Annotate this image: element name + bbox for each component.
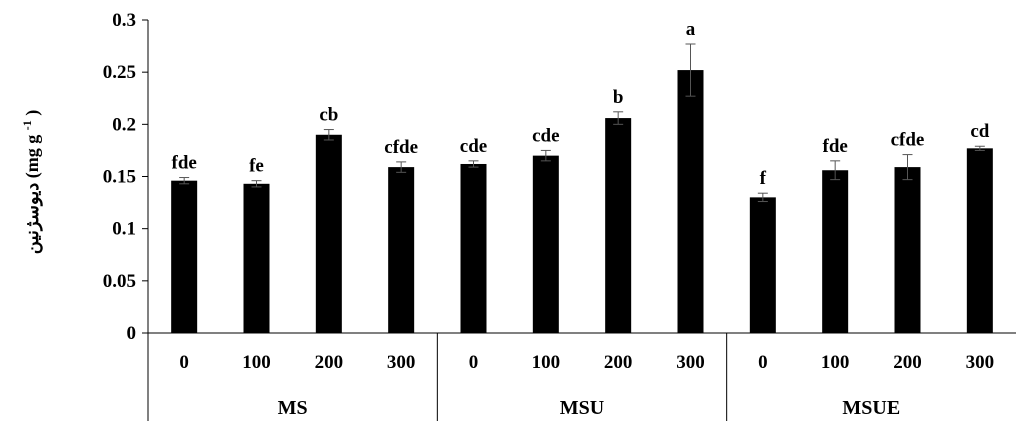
bar [532,155,559,333]
data-label: cb [319,105,338,126]
data-label: cfde [891,130,925,151]
y-tick-label: 0 [127,323,137,344]
y-tick-label: 0.2 [112,114,136,135]
bar [171,180,198,333]
group-label: MSUE [842,397,900,419]
y-axis-title: دیوسژنین (mg g -1 ) [15,110,43,254]
x-tick-label: 200 [893,352,922,373]
y-tick-label: 0.3 [112,10,136,31]
x-tick-label: 300 [387,352,416,373]
data-label: cde [460,136,487,157]
y-tick-label: 0.05 [103,271,136,292]
data-label: cde [532,125,559,146]
y-axis-title-close: ) [22,110,43,116]
svg-text:دیوسژنین (mg g -1: دیوسژنین (mg g -1 ) [15,110,43,254]
x-tick-label: 300 [676,352,705,373]
group-label: MSU [560,397,604,419]
data-label: cfde [384,137,418,158]
data-label: f [760,168,767,189]
bar [822,170,849,333]
y-tick-label: 0.1 [112,219,136,240]
data-label: fde [172,153,197,174]
bar [605,118,632,333]
bar [315,134,342,333]
group-label: MS [278,397,308,419]
x-tick-label: 200 [315,352,344,373]
data-label: fe [249,156,264,177]
x-tick-label: 300 [966,352,995,373]
data-label: b [613,87,624,108]
bar [894,167,921,333]
bar [749,197,776,333]
y-tick-label: 0.15 [103,167,136,188]
y-axis-title-unit: (mg g [22,135,43,179]
y-tick-label: 0.25 [103,62,136,83]
x-tick-label: 200 [604,352,633,373]
y-axis-title-text: دیوسژنین [22,183,43,254]
bar [966,148,993,333]
data-label: a [686,19,696,40]
x-tick-label: 0 [179,352,189,373]
x-tick-label: 100 [242,352,271,373]
x-tick-label: 0 [758,352,768,373]
data-label: fde [823,136,848,157]
plot-area: 0 0.05 0.1 0.15 0.2 0.25 0.3 fde 0 fe 100 cb 200 cfde… [103,10,1016,421]
x-tick-label: 0 [469,352,479,373]
bar [388,167,415,333]
bar [243,183,270,333]
data-label: cd [970,121,989,142]
x-tick-label: 100 [532,352,561,373]
bar [677,70,704,333]
bar [460,163,487,333]
x-tick-label: 100 [821,352,850,373]
y-axis-title-sup: -1 [20,120,34,130]
